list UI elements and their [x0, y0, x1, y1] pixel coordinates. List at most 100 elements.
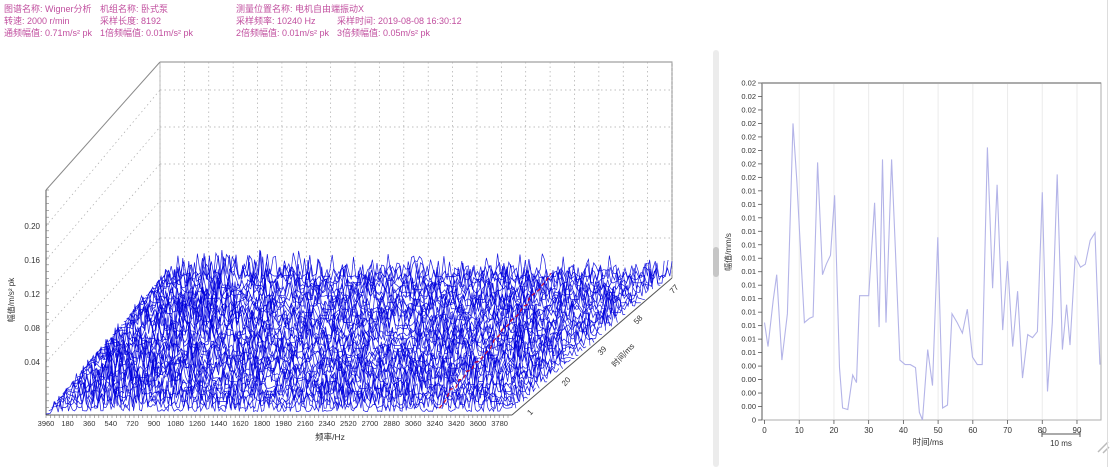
amp-3x-label: 3倍频幅值: 0.05m/s² pk	[337, 28, 431, 38]
z-tick-label: 20	[560, 375, 573, 388]
spectrum-trace	[156, 249, 669, 283]
x-tick-label: 30	[864, 426, 873, 435]
scale-bar: 10 ms	[1041, 431, 1081, 448]
x-axis-title: 频率/Hz	[315, 432, 345, 442]
spectrum-trace	[118, 295, 614, 329]
cursor-marker-line[interactable]	[438, 273, 552, 409]
y-tick-label: 0.02	[741, 132, 756, 141]
y-tick-label: 0.02	[741, 92, 756, 101]
x-tick-label: 2340	[318, 419, 335, 428]
vertical-scrollbar[interactable]	[713, 50, 719, 467]
spectrum-trace	[159, 250, 673, 280]
time-waveform-chart[interactable]: 0 0.00 0.00 0.00 0.00 0.01 0.01 0.01 0.01 0.01 0.0…	[712, 0, 1114, 467]
x-tick-label: 1440	[210, 419, 227, 428]
sample-rate-label: 采样频率: 10240 Hz	[236, 16, 316, 26]
x-tick-label: 900	[148, 419, 161, 428]
y-tick-label: 0.04	[24, 358, 40, 367]
y-tick-label: 0.01	[741, 335, 756, 344]
y-tick-label: 0.00	[741, 389, 756, 398]
y-tick-label: 0.02	[741, 105, 756, 114]
waterfall-traces	[45, 249, 673, 415]
back-wall-grid	[45, 61, 673, 363]
y-tick-label: 0.01	[741, 227, 756, 236]
y-axis-title: 幅值/m/s² pk	[6, 277, 16, 322]
y-tick-label: 0.01	[741, 213, 756, 222]
scale-bar-label: 10 ms	[1050, 439, 1072, 448]
scrollbar-thumb[interactable]	[713, 247, 719, 277]
z-axis-title: 时间/ms	[609, 341, 636, 369]
left-wall-gridline	[45, 163, 161, 295]
y-tick-label: 0.00	[741, 402, 756, 411]
z-tick-label: 77	[668, 282, 681, 295]
x-tick-label: 2880	[383, 419, 400, 428]
x-tick-label: 360	[83, 419, 96, 428]
y-tick-label: 0.08	[24, 324, 40, 333]
y-axis-title: 幅值/mm/s	[723, 233, 733, 271]
z-tick-label: 58	[632, 313, 645, 326]
x-tick-label: 180	[61, 419, 74, 428]
z-tick-label: 1	[525, 407, 535, 417]
x-tick-label: 0	[762, 426, 767, 435]
x-tick-label: 50	[934, 426, 943, 435]
y-tick-label: 0.12	[24, 290, 40, 299]
y-tick-label: 0.02	[741, 119, 756, 128]
x-tick-label: 60	[968, 426, 977, 435]
position-name-label: 测量位置名称: 电机自由端振动X	[236, 4, 365, 14]
x-tick-label: 2160	[297, 419, 314, 428]
y-tick-label: 0.01	[741, 281, 756, 290]
y-tick-label: 0.01	[741, 294, 756, 303]
spectrum-trace	[148, 260, 657, 293]
resize-grip-icon	[1102, 446, 1110, 454]
x-tick-label: 1080	[167, 419, 184, 428]
y-tick-label: 0.02	[741, 79, 756, 88]
panel-right-edge	[1107, 0, 1108, 467]
x-tick-label: 40	[899, 426, 908, 435]
map-name-label: 图谱名称: Wigner分析	[4, 4, 92, 14]
y-tick-label: 0.02	[741, 173, 756, 182]
spectrum-trace	[76, 346, 556, 379]
x-tick-label: 3060	[405, 419, 422, 428]
left-wall-gridline	[45, 126, 161, 261]
y-tick-label: 0	[752, 416, 756, 425]
x-axis-title: 时间/ms	[913, 437, 944, 447]
left-wall-top-edge	[45, 61, 161, 191]
y-tick-label: 0.01	[741, 308, 756, 317]
overall-amp-label: 通频幅值: 0.71m/s² pk	[4, 28, 93, 38]
x-tick-label: 3780	[491, 419, 508, 428]
spectrum-trace	[90, 332, 575, 362]
x-tick-label: 3420	[448, 419, 465, 428]
x-tick-label: 1800	[254, 419, 271, 428]
x-tick-label: 20	[829, 426, 838, 435]
x-tick-label: 90	[1073, 426, 1082, 435]
y-tick-label: 0.20	[24, 222, 40, 231]
amp-1x-label: 1倍频幅值: 0.01m/s² pk	[100, 28, 194, 38]
waterfall-spectrum-chart[interactable]: 0.04 0.08 0.12 0.16 0.20 幅值/m/s² pk 3960 180 360…	[0, 0, 712, 467]
left-wall-gridline	[45, 237, 161, 363]
x-tick-label: 1980	[275, 419, 292, 428]
x-tick-label: 1260	[189, 419, 206, 428]
x-tick-label: 2700	[362, 419, 379, 428]
waveform-line[interactable]	[763, 123, 1101, 421]
back-wall-frame	[160, 61, 673, 278]
y-tick-label: 0.01	[741, 186, 756, 195]
x-tick-label: 3600	[470, 419, 487, 428]
y-tick-label: 0.01	[741, 321, 756, 330]
spectrum-trace	[87, 332, 571, 365]
y-tick-label: 0.00	[741, 362, 756, 371]
left-wall-gridline	[45, 200, 161, 329]
x-tick-label: 540	[105, 419, 118, 428]
y-tick-label: 0.01	[741, 254, 756, 263]
x-tick-label: 2520	[340, 419, 357, 428]
x-tick-label: 3960	[38, 419, 55, 428]
x-tick-label: 10	[795, 426, 804, 435]
spectrum-trace	[45, 367, 513, 415]
y-tick-label: 0.01	[741, 240, 756, 249]
x-tick-label: 70	[1003, 426, 1012, 435]
sample-time-label: 采样时间: 2019-08-08 16:30:12	[337, 16, 462, 26]
y-tick-label: 0.01	[741, 200, 756, 209]
left-wall-gridline	[45, 89, 161, 227]
y-tick-label: 0.02	[741, 159, 756, 168]
spectrum-trace	[140, 271, 645, 303]
x-tick-label: 1620	[232, 419, 249, 428]
